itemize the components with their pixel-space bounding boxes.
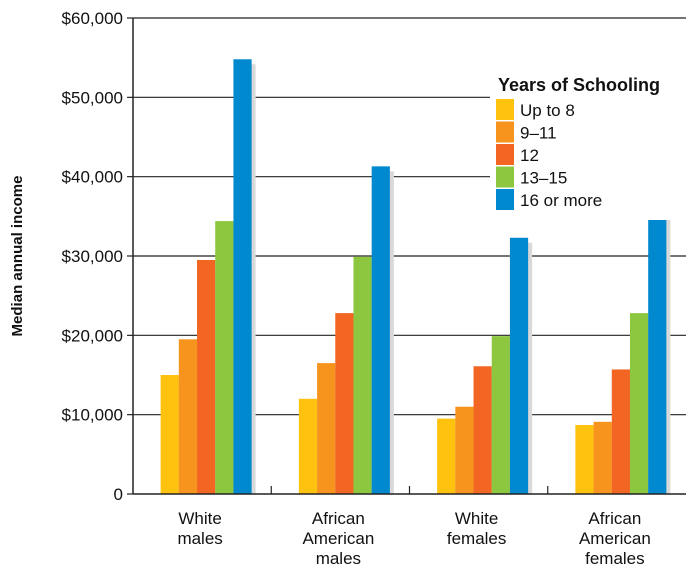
legend: Years of Schooling Up to 8 9–11 12 13–15 16 … bbox=[490, 75, 688, 220]
legend-label: 16 or more bbox=[520, 191, 602, 210]
bar bbox=[509, 237, 529, 494]
category-label: males bbox=[177, 529, 222, 548]
y-tick-label: $50,000 bbox=[62, 88, 123, 107]
y-tick-label: 0 bbox=[114, 485, 123, 504]
bar bbox=[233, 59, 252, 495]
y-tick-label: $20,000 bbox=[62, 326, 123, 345]
category-label: females bbox=[447, 529, 507, 548]
category-label: American bbox=[579, 529, 651, 548]
legend-swatch bbox=[496, 144, 514, 165]
bar bbox=[611, 369, 630, 494]
y-axis-label: Median annual income bbox=[9, 176, 26, 337]
legend-background bbox=[490, 95, 688, 220]
axes bbox=[132, 18, 686, 495]
bar bbox=[629, 313, 649, 494]
bars bbox=[160, 59, 671, 495]
bar bbox=[178, 339, 198, 494]
bar bbox=[317, 363, 336, 494]
bar bbox=[215, 221, 234, 495]
legend-label: Up to 8 bbox=[520, 101, 575, 120]
bar bbox=[648, 213, 667, 494]
y-tick-label: $10,000 bbox=[62, 406, 123, 425]
category-label: White bbox=[455, 509, 498, 528]
category-label: males bbox=[316, 549, 361, 568]
legend-label: 13–15 bbox=[520, 169, 567, 188]
bar bbox=[197, 259, 216, 494]
legend-swatch bbox=[496, 99, 514, 120]
legend-swatch bbox=[496, 121, 514, 143]
category-label: African bbox=[588, 509, 641, 528]
bar bbox=[298, 398, 318, 494]
legend-label: 9–11 bbox=[520, 124, 557, 143]
category-label: African bbox=[312, 509, 365, 528]
bar bbox=[160, 375, 179, 494]
bar bbox=[371, 166, 390, 494]
y-tick-label: $30,000 bbox=[62, 247, 123, 266]
legend-label: 12 bbox=[520, 146, 539, 165]
legend-title: Years of Schooling bbox=[498, 75, 660, 95]
legend-swatch bbox=[496, 189, 514, 210]
y-tick-label: $60,000 bbox=[62, 9, 123, 28]
legend-items: Up to 8 9–11 12 13–15 16 or more bbox=[496, 99, 602, 210]
bar bbox=[335, 313, 354, 494]
category-labels: WhitemalesAfricanAmericanmalesWhitefemal… bbox=[177, 509, 650, 568]
category-label: females bbox=[585, 549, 645, 568]
bar bbox=[437, 418, 456, 494]
legend-swatch bbox=[496, 166, 514, 188]
bar bbox=[473, 366, 492, 494]
bar bbox=[491, 336, 510, 494]
y-tick-label: $40,000 bbox=[62, 168, 123, 187]
bar bbox=[353, 256, 372, 494]
bar bbox=[575, 424, 594, 494]
bar bbox=[455, 406, 474, 494]
bar bbox=[593, 421, 612, 494]
category-label: White bbox=[178, 509, 221, 528]
category-label: American bbox=[302, 529, 374, 548]
y-tick-labels: 0 $10,000 $20,000 $30,000 $40,000 $50,000 $60,… bbox=[62, 9, 123, 504]
